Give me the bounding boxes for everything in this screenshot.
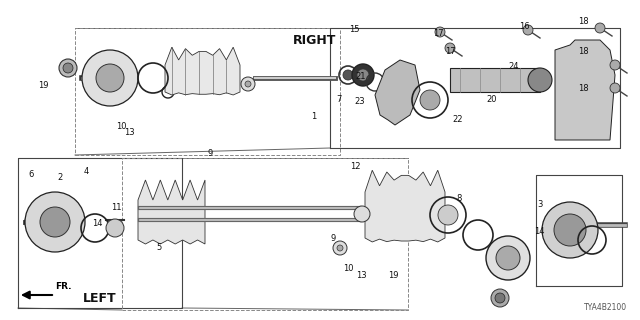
Text: 13: 13 bbox=[124, 128, 134, 137]
Circle shape bbox=[333, 241, 347, 255]
Circle shape bbox=[106, 219, 124, 237]
Circle shape bbox=[445, 43, 455, 53]
Text: 2: 2 bbox=[57, 173, 62, 182]
Circle shape bbox=[59, 59, 77, 77]
Circle shape bbox=[241, 77, 255, 91]
Text: 20: 20 bbox=[486, 95, 497, 104]
Circle shape bbox=[523, 25, 533, 35]
Text: LEFT: LEFT bbox=[83, 292, 117, 305]
Polygon shape bbox=[375, 60, 420, 125]
Text: 1: 1 bbox=[311, 112, 316, 121]
Text: 17: 17 bbox=[433, 29, 444, 38]
Text: 22: 22 bbox=[452, 116, 463, 124]
Text: 18: 18 bbox=[579, 17, 589, 26]
Text: 18: 18 bbox=[579, 84, 589, 93]
Circle shape bbox=[96, 64, 124, 92]
Circle shape bbox=[486, 236, 530, 280]
Circle shape bbox=[554, 214, 586, 246]
Circle shape bbox=[420, 90, 440, 110]
Circle shape bbox=[357, 69, 369, 81]
Circle shape bbox=[343, 70, 353, 80]
Circle shape bbox=[610, 60, 620, 70]
Text: 10: 10 bbox=[116, 122, 127, 131]
Text: 8: 8 bbox=[456, 194, 461, 203]
Text: 23: 23 bbox=[355, 97, 365, 106]
Text: 9: 9 bbox=[207, 149, 212, 158]
Polygon shape bbox=[365, 170, 445, 242]
Text: RIGHT: RIGHT bbox=[293, 34, 337, 46]
Text: 17: 17 bbox=[445, 47, 455, 56]
Text: 13: 13 bbox=[356, 271, 367, 280]
Polygon shape bbox=[165, 47, 240, 95]
Circle shape bbox=[491, 289, 509, 307]
Text: 16: 16 bbox=[520, 22, 530, 31]
Circle shape bbox=[82, 50, 138, 106]
Circle shape bbox=[528, 68, 552, 92]
Circle shape bbox=[496, 246, 520, 270]
Text: 9: 9 bbox=[331, 234, 336, 243]
Text: 19: 19 bbox=[38, 81, 49, 90]
Text: 5: 5 bbox=[156, 244, 161, 252]
FancyBboxPatch shape bbox=[450, 68, 540, 92]
Text: 21: 21 bbox=[356, 72, 366, 81]
Text: 12: 12 bbox=[351, 162, 361, 171]
Text: FR.: FR. bbox=[55, 282, 72, 291]
Text: 6: 6 bbox=[28, 170, 33, 179]
Text: 3: 3 bbox=[537, 200, 542, 209]
Text: 14: 14 bbox=[92, 220, 102, 228]
Circle shape bbox=[352, 64, 374, 86]
Text: 24: 24 bbox=[508, 62, 518, 71]
Circle shape bbox=[495, 293, 505, 303]
Circle shape bbox=[354, 206, 370, 222]
Text: 7: 7 bbox=[337, 95, 342, 104]
Circle shape bbox=[245, 81, 251, 87]
Circle shape bbox=[63, 63, 73, 73]
Circle shape bbox=[337, 245, 343, 251]
Text: 4: 4 bbox=[84, 167, 89, 176]
Polygon shape bbox=[138, 180, 205, 244]
Circle shape bbox=[595, 23, 605, 33]
Text: 11: 11 bbox=[111, 204, 122, 212]
Circle shape bbox=[40, 207, 70, 237]
Text: 19: 19 bbox=[388, 271, 398, 280]
Circle shape bbox=[435, 27, 445, 37]
Circle shape bbox=[438, 205, 458, 225]
Circle shape bbox=[25, 192, 85, 252]
Text: 14: 14 bbox=[534, 228, 544, 236]
Circle shape bbox=[542, 202, 598, 258]
Circle shape bbox=[610, 83, 620, 93]
Polygon shape bbox=[555, 40, 615, 140]
Text: TYA4B2100: TYA4B2100 bbox=[584, 303, 627, 312]
Text: 18: 18 bbox=[579, 47, 589, 56]
Text: 15: 15 bbox=[349, 25, 360, 34]
Text: 10: 10 bbox=[343, 264, 353, 273]
